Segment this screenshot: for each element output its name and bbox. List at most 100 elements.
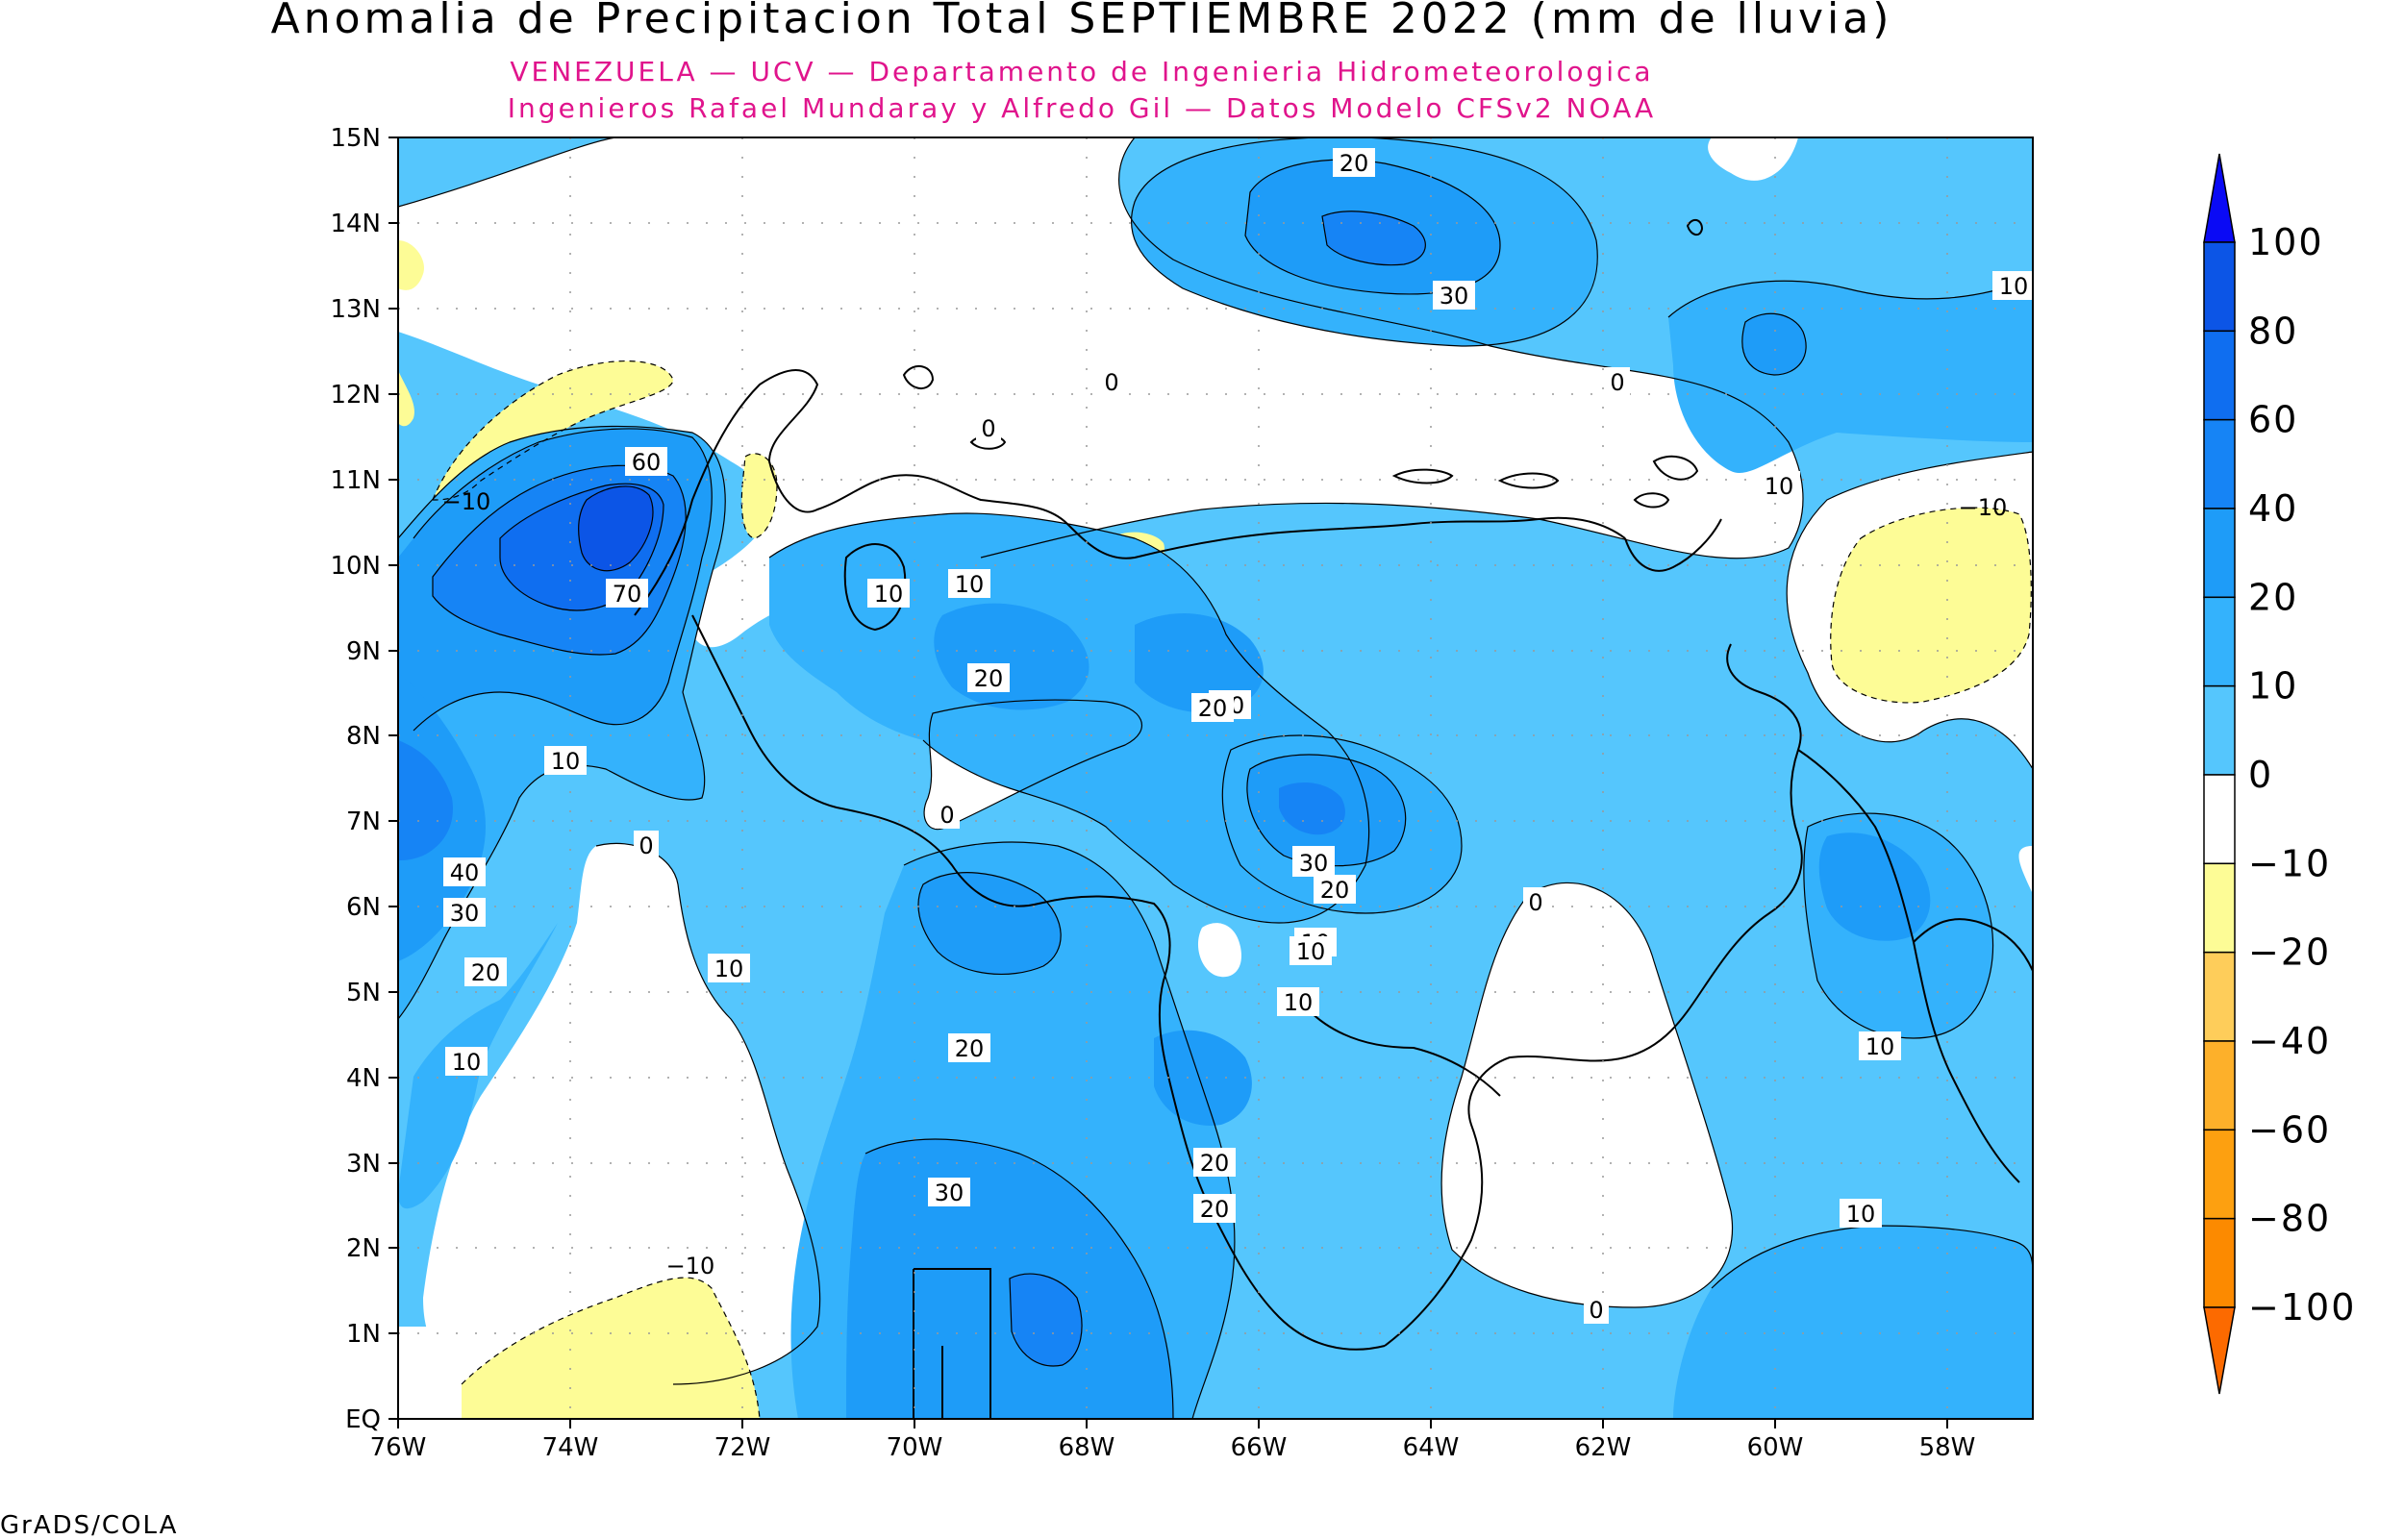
contour-label: 40 — [450, 859, 480, 886]
contour-label: 10 — [874, 581, 904, 608]
lon-tick-label: 74W — [542, 1433, 599, 1462]
contour-line-neg — [461, 1277, 761, 1419]
lon-tick-label: 58W — [1919, 1433, 1976, 1462]
contour-lines — [398, 137, 2033, 1419]
field-neg-10-east — [1830, 508, 2032, 703]
contour-label: 30 — [935, 1180, 964, 1206]
legend-swatch — [2203, 1129, 2236, 1220]
contour-line — [903, 841, 1236, 1419]
contour-line-neg — [432, 360, 674, 501]
contour-label: 60 — [632, 449, 662, 476]
lon-tick-label: 68W — [1059, 1433, 1115, 1462]
legend-swatch — [2203, 684, 2236, 776]
contour-label: 70 — [613, 581, 642, 608]
field-40-60-south — [1010, 1274, 1082, 1366]
island — [902, 365, 935, 389]
contour-line — [1246, 754, 1407, 867]
legend-swatch — [2203, 1217, 2236, 1308]
field-20-40-south-mid — [918, 872, 1062, 975]
contour-line — [923, 699, 1142, 831]
contour-label: −10 — [666, 1253, 715, 1279]
contour-label: 0 — [639, 832, 653, 859]
lon-tick-label: 72W — [714, 1433, 771, 1462]
contour-label: 10 — [551, 748, 581, 775]
legend-label: −80 — [2248, 1198, 2331, 1240]
contour-label: 10 — [955, 571, 985, 598]
contour-value-labels: 20 30 10 0 0 0 10 −10 −10 60 70 10 10 10… — [442, 148, 2035, 1324]
lat-tick-label: 10N — [330, 552, 381, 581]
contour-label: 0 — [1528, 889, 1542, 916]
legend-label: −40 — [2248, 1020, 2331, 1062]
legend-swatch — [2203, 774, 2236, 865]
map-title: Anomalia de Precipitacion Total SEPTIEMB… — [270, 0, 1893, 43]
lat-tick-label: 7N — [346, 807, 381, 836]
contour-label: 20 — [1198, 695, 1228, 722]
border — [1307, 1008, 1501, 1097]
lat-tick-label: 14N — [330, 210, 381, 238]
field-20-40-center-ne — [1135, 613, 1264, 713]
contour-label: 20 — [1320, 877, 1350, 904]
contour-label: 20 — [955, 1035, 985, 1062]
contour-label: 10 — [1846, 1201, 1876, 1228]
contour-line — [1711, 1225, 2033, 1289]
legend-label: −60 — [2248, 1108, 2331, 1151]
island — [1497, 472, 1560, 489]
anomaly-field — [398, 137, 2033, 1419]
contour-label: 30 — [1299, 850, 1329, 877]
lat-tick-label: 12N — [330, 381, 381, 410]
contour-line — [1009, 1273, 1083, 1367]
lat-tick-label: 9N — [346, 637, 381, 666]
legend-label: −20 — [2248, 931, 2331, 974]
contour-label: 10 — [714, 956, 744, 982]
contour-line — [1803, 812, 1994, 1039]
island — [1391, 468, 1454, 484]
lon-tick-label: 62W — [1575, 1433, 1632, 1462]
contour-label: 0 — [1610, 369, 1624, 396]
field-40-60-center — [1279, 782, 1345, 835]
lon-tick-label: 60W — [1747, 1433, 1804, 1462]
island — [1652, 455, 1699, 481]
contour-label: −10 — [442, 488, 491, 515]
lat-tick-label: 1N — [346, 1320, 381, 1349]
contour-line — [499, 483, 664, 611]
field-below-zero-ne-island — [1441, 882, 1733, 1307]
border — [1797, 749, 2020, 1183]
lat-tick-label: 4N — [346, 1064, 381, 1093]
map-subtitle-2: Ingenieros Rafael Mundaray y Alfredo Gil… — [507, 92, 1657, 124]
lat-tick-label: 6N — [346, 893, 381, 922]
contour-line — [768, 512, 1370, 924]
legend-label: 20 — [2248, 576, 2298, 618]
legend-swatch — [2203, 1040, 2236, 1131]
contour-line — [1221, 734, 1463, 914]
contour-line — [980, 137, 1804, 559]
contour-label: 10 — [452, 1049, 482, 1076]
island — [1633, 492, 1670, 509]
legend-swatch — [2203, 862, 2236, 954]
contour-label: 20 — [1200, 1196, 1230, 1223]
contour-line — [1440, 882, 1733, 1308]
legend-label: 10 — [2248, 665, 2298, 708]
plot-frame — [397, 137, 2034, 1420]
legend-arrow-top — [2203, 153, 2236, 243]
field-20-40-east — [1818, 832, 1931, 941]
field-neg-10-nw3 — [398, 370, 415, 427]
longitude-labels: 76W 74W 72W 70W 68W 66W 64W 62W 60W 58W — [370, 1433, 1976, 1462]
field-40-60-w — [398, 740, 453, 860]
grads-credit: GrADS/COLA — [0, 1511, 179, 1540]
contour-label: 30 — [1440, 283, 1469, 310]
border — [913, 1268, 991, 1419]
field-below-zero-ne — [1708, 137, 1798, 181]
lat-tick-label: 2N — [346, 1234, 381, 1263]
field-80-100-nw — [578, 485, 653, 571]
field-neg-10-coast — [741, 453, 777, 538]
contour-line-neg — [740, 453, 778, 539]
contour-line — [864, 1138, 1174, 1419]
legend-swatch — [2203, 951, 2236, 1042]
lat-tick-label: 5N — [346, 979, 381, 1007]
contour-line — [578, 485, 654, 572]
field-20-40-mid-west — [1154, 1030, 1252, 1126]
lat-tick-label: 3N — [346, 1150, 381, 1179]
field-below-zero-se — [2018, 846, 2033, 894]
contour-line — [1741, 312, 1807, 376]
border — [691, 614, 1386, 1351]
